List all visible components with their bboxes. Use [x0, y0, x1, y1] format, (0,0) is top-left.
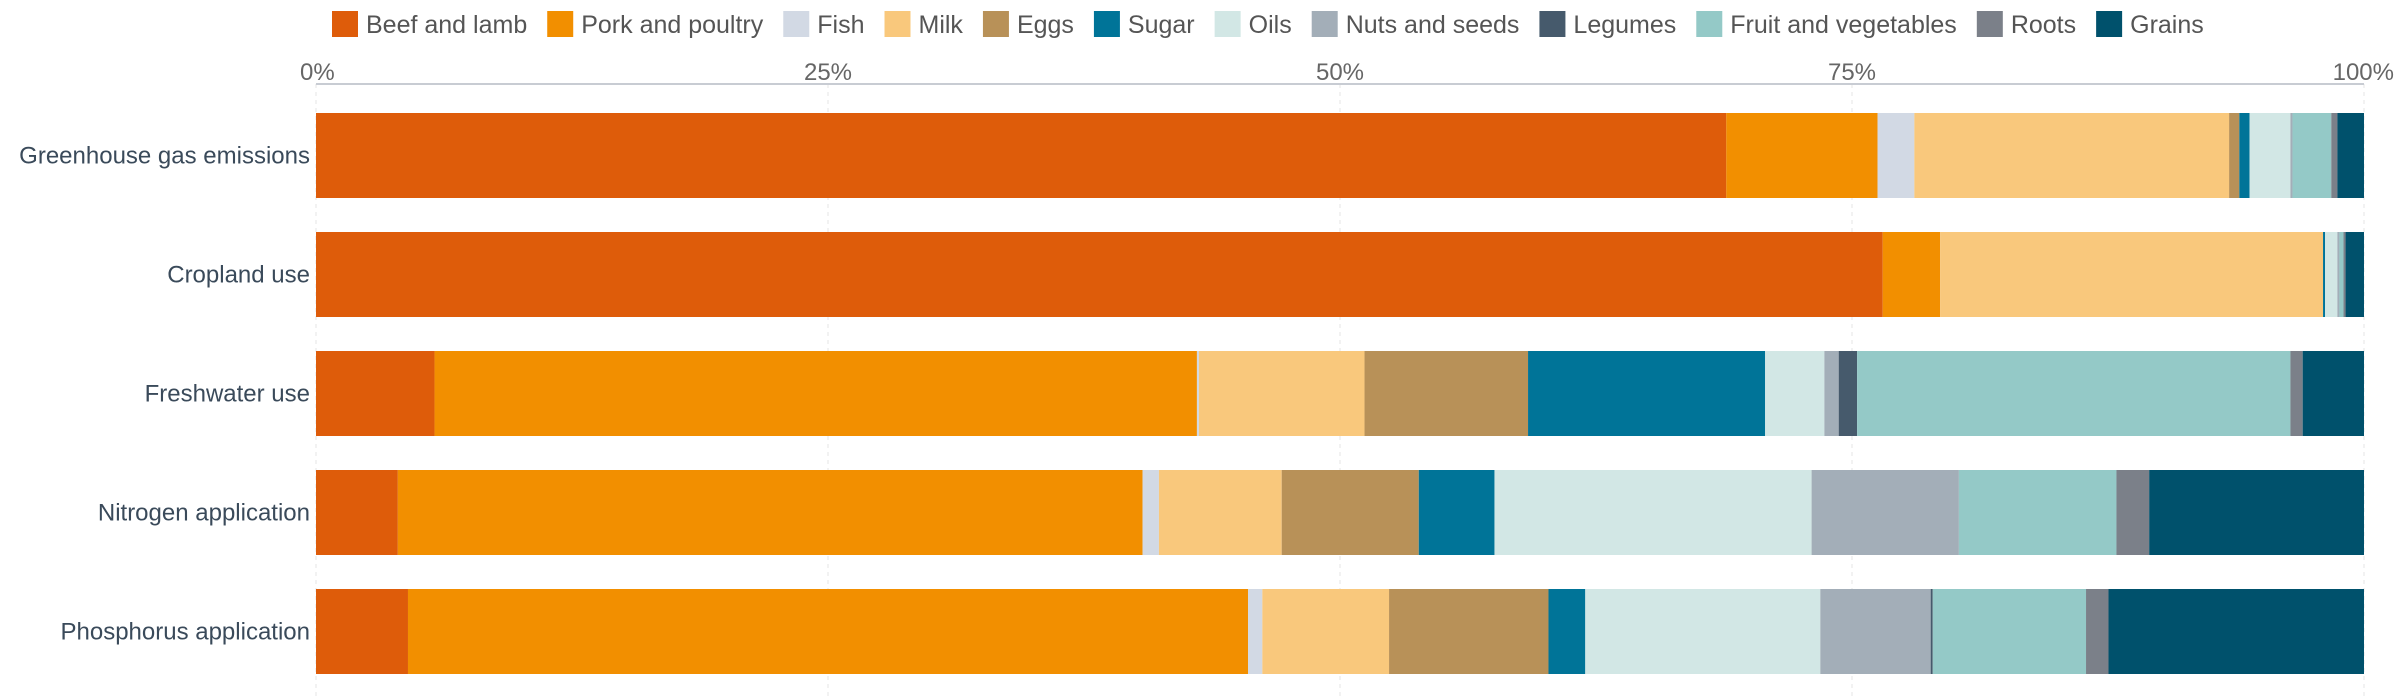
bar-segment-fish — [1877, 113, 1915, 198]
bar-segment-eggs — [1364, 351, 1529, 436]
bar-segment-sugar — [2239, 113, 2250, 198]
bar-segment-beef-and-lamb — [316, 470, 398, 555]
category-label-greenhouse-gas-emissions: Greenhouse gas emissions — [19, 143, 310, 170]
category-label-phosphorus-application: Phosphorus application — [60, 619, 310, 646]
bar-segment-oils — [2249, 113, 2291, 198]
legend-label-roots: Roots — [2011, 11, 2076, 39]
bar-segment-milk — [1940, 232, 2324, 317]
bar-segment-pork-and-poultry — [407, 589, 1249, 674]
bar-segment-sugar — [1418, 470, 1495, 555]
bar-segment-fish — [1142, 470, 1159, 555]
legend-swatch-fish — [783, 11, 810, 37]
legend-swatch-milk — [884, 11, 911, 37]
legend-label-fish: Fish — [817, 11, 864, 39]
x-tick-label: 25% — [804, 59, 852, 86]
bar-segment-pork-and-poultry — [434, 351, 1197, 436]
bar-segment-legumes — [1838, 351, 1858, 436]
legend-label-pork-and-poultry: Pork and poultry — [581, 11, 764, 39]
bar-segment-milk — [1198, 351, 1365, 436]
bar-segment-beef-and-lamb — [316, 113, 1727, 198]
legend-label-legumes: Legumes — [1573, 11, 1676, 39]
bar-segment-legumes — [1930, 589, 1933, 674]
legend-label-beef-and-lamb: Beef and lamb — [366, 11, 527, 39]
x-tick-label: 0% — [300, 59, 335, 86]
bar-segment-fish — [1248, 589, 1263, 674]
legend-label-eggs: Eggs — [1017, 11, 1074, 39]
bar-segment-milk — [1914, 113, 2230, 198]
legend-swatch-roots — [1976, 11, 2003, 37]
legend-label-fruit-and-vegetables: Fruit and vegetables — [1730, 11, 1957, 39]
bar-segment-grains — [2345, 232, 2364, 317]
legend-swatch-grains — [2096, 11, 2123, 37]
bar-segment-grains — [2337, 113, 2364, 198]
category-label-freshwater-use: Freshwater use — [145, 381, 310, 408]
bar-segment-roots — [2116, 470, 2150, 555]
bar-segment-fish — [1196, 351, 1199, 436]
bar-segment-fruit-and-vegetables — [1857, 351, 2291, 436]
bar-segment-eggs — [1281, 470, 1419, 555]
bar-segment-fruit-and-vegetables — [2292, 113, 2332, 198]
bar-segment-sugar — [2323, 232, 2326, 317]
bars — [316, 113, 2364, 674]
legend-swatch-sugar — [1093, 11, 1120, 37]
bar-segment-grains — [2108, 589, 2364, 674]
bar-segment-nuts-and-seeds — [1811, 470, 1959, 555]
category-label-nitrogen-application: Nitrogen application — [98, 500, 310, 527]
bar-segment-pork-and-poultry — [1882, 232, 1941, 317]
bar-segment-sugar — [1548, 589, 1586, 674]
legend-swatch-pork-and-poultry — [547, 11, 574, 37]
bar-segment-roots — [2086, 589, 2109, 674]
bar-segment-fruit-and-vegetables — [2339, 232, 2344, 317]
category-label-cropland-use: Cropland use — [167, 262, 310, 289]
bar-segment-fruit-and-vegetables — [1958, 470, 2117, 555]
bar-segment-nuts-and-seeds — [1820, 589, 1931, 674]
bar-segment-oils — [1765, 351, 1825, 436]
legend: Beef and lamb Pork and poultry Fish Milk Egg… — [332, 11, 2204, 39]
legend-swatch-beef-and-lamb — [332, 11, 358, 37]
bar-segment-sugar — [1528, 351, 1766, 436]
bar-segment-nuts-and-seeds — [2337, 232, 2340, 317]
x-tick-label: 50% — [1316, 59, 1364, 86]
bar-segment-beef-and-lamb — [316, 232, 1883, 317]
bar-segment-grains — [2149, 470, 2364, 555]
x-axis-ticks: 0% 25% 50% 75% 100% — [300, 59, 2394, 86]
legend-swatch-nuts-and-seeds — [1311, 11, 1338, 37]
bar-segment-nuts-and-seeds — [1824, 351, 1839, 436]
bar-segment-pork-and-poultry — [397, 470, 1143, 555]
bar-segment-eggs — [1389, 589, 1549, 674]
bar-segment-oils — [2325, 232, 2338, 317]
bar-segment-nuts-and-seeds — [2290, 113, 2293, 198]
x-tick-label: 75% — [1828, 59, 1876, 86]
bar-segment-beef-and-lamb — [316, 589, 408, 674]
legend-label-grains: Grains — [2130, 11, 2204, 39]
legend-swatch-fruit-and-vegetables — [1696, 11, 1723, 37]
category-labels: Greenhouse gas emissions Cropland use Fres… — [19, 143, 310, 646]
x-tick-label: 100% — [2333, 59, 2394, 86]
bar-segment-roots — [2343, 232, 2346, 317]
bar-segment-oils — [1585, 589, 1821, 674]
bar-segment-milk — [1262, 589, 1390, 674]
bar-segment-beef-and-lamb — [316, 351, 435, 436]
bar-segment-grains — [2302, 351, 2364, 436]
legend-swatch-legumes — [1539, 11, 1566, 37]
legend-swatch-oils — [1214, 11, 1241, 37]
bar-segment-roots — [2331, 113, 2338, 198]
bar-segment-fruit-and-vegetables — [1932, 589, 2087, 674]
legend-label-milk: Milk — [919, 11, 964, 39]
legend-label-oils: Oils — [1249, 11, 1292, 39]
bar-segment-milk — [1158, 470, 1282, 555]
bar-segment-oils — [1494, 470, 1812, 555]
legend-label-nuts-and-seeds: Nuts and seeds — [1346, 11, 1520, 39]
bar-segment-roots — [2290, 351, 2303, 436]
legend-swatch-eggs — [982, 11, 1009, 37]
legend-label-sugar: Sugar — [1128, 11, 1195, 39]
bar-segment-eggs — [2229, 113, 2240, 198]
bar-segment-pork-and-poultry — [1726, 113, 1878, 198]
